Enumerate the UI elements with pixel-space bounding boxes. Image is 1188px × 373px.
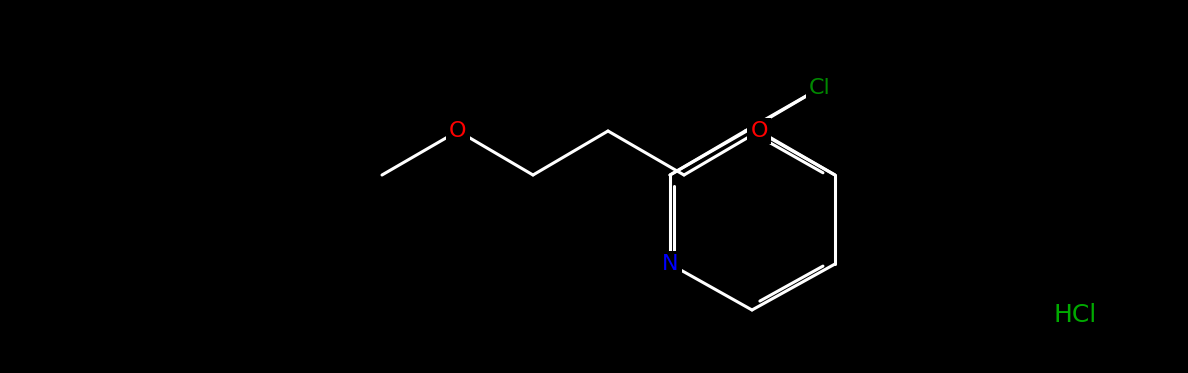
Text: Cl: Cl [809,78,830,98]
Text: O: O [449,121,467,141]
Text: HCl: HCl [1054,303,1097,327]
Text: O: O [751,121,767,141]
Text: N: N [662,254,678,274]
